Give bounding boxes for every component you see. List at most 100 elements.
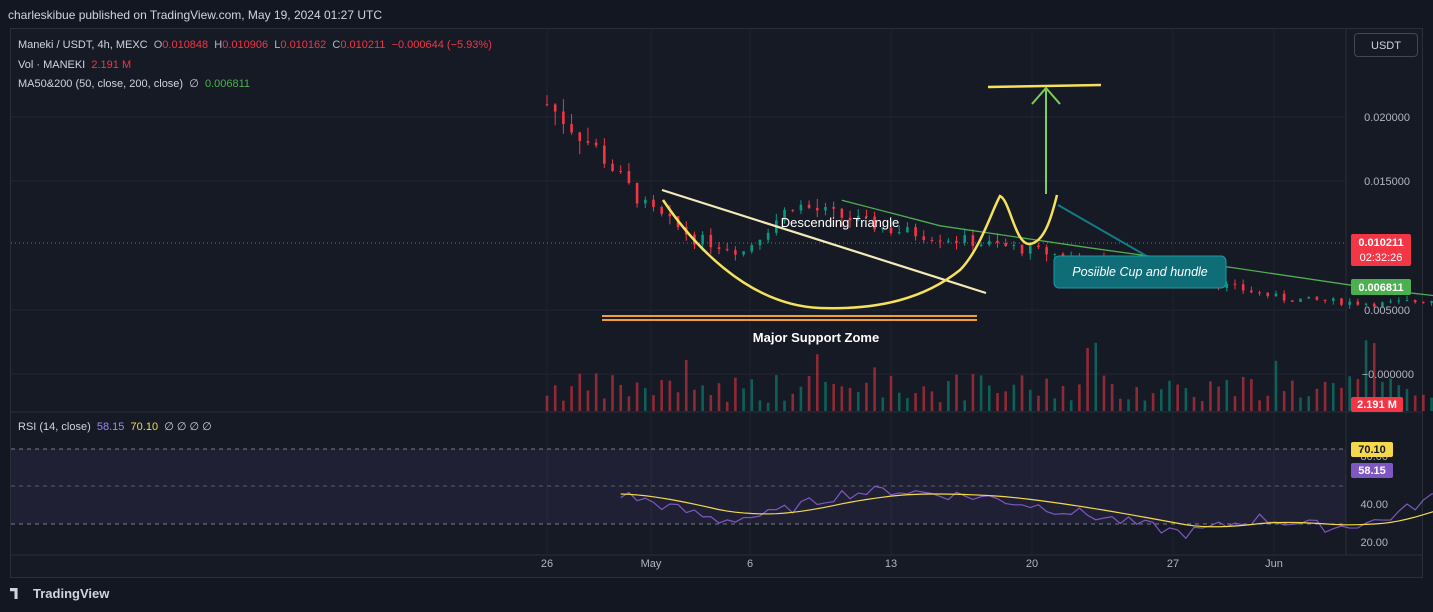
candle-body xyxy=(1037,245,1040,248)
candle-body xyxy=(971,235,975,247)
volume-bar xyxy=(1274,360,1278,411)
volume-bar xyxy=(693,389,696,411)
time-axis[interactable]: 26 May 6 13 20 27 Jun xyxy=(541,558,1283,570)
time-tick: 27 xyxy=(1167,558,1179,570)
volume-bar xyxy=(947,381,950,411)
candle-body xyxy=(627,171,631,184)
candle-body xyxy=(1389,301,1392,303)
candle-body xyxy=(873,216,876,230)
candle-body xyxy=(758,239,762,246)
volume-bar xyxy=(1307,396,1311,411)
candle-body xyxy=(1381,302,1384,307)
ma-row[interactable]: MA50&200 (50, close, 200, close) ∅ 0.006… xyxy=(18,75,492,95)
candle-body xyxy=(1004,242,1007,246)
volume-bar xyxy=(955,374,958,411)
volume-bar xyxy=(987,385,991,411)
candle-body xyxy=(1364,303,1368,305)
volume-tag: 2.191 M xyxy=(1357,399,1397,411)
price-tick: 0.015000 xyxy=(1364,176,1410,188)
volume-row[interactable]: Vol · MANEKI 2.191 M xyxy=(18,56,492,76)
volume-bar xyxy=(1078,384,1081,411)
callout[interactable]: Posiible Cup and hundle xyxy=(1053,204,1227,289)
candles[interactable] xyxy=(545,95,1433,309)
ma-tag: 0.006811 xyxy=(1358,282,1403,294)
descending-triangle-trendline[interactable] xyxy=(661,188,987,295)
volume-bar xyxy=(832,383,835,411)
candle-body xyxy=(553,104,557,112)
volume-bar xyxy=(1127,399,1130,411)
volume-bar xyxy=(881,397,885,411)
candle-body xyxy=(955,240,958,243)
volume-bar xyxy=(1291,380,1294,411)
candle-body xyxy=(1340,298,1343,305)
symbol-title[interactable]: Maneki / USDT, 4h, MEXC xyxy=(18,39,148,51)
candle-body xyxy=(799,204,803,211)
volume-bar xyxy=(742,388,745,411)
candle-body xyxy=(635,183,639,204)
candle-body xyxy=(914,227,917,237)
volume-bar xyxy=(660,380,663,411)
candle-body xyxy=(783,209,786,221)
support-zone-label: Major Support Zome xyxy=(753,330,879,345)
time-tick: 26 xyxy=(541,558,553,570)
cup-and-handle-curve[interactable] xyxy=(661,194,1059,310)
candle-body xyxy=(717,247,721,249)
candle-body xyxy=(594,142,598,146)
volume-bar xyxy=(922,386,926,411)
candle-body xyxy=(1323,299,1327,301)
volume-bar xyxy=(1094,342,1098,411)
volume-bar xyxy=(1119,398,1122,411)
rsi-ma-line xyxy=(620,493,1433,528)
target-arrow[interactable] xyxy=(1031,86,1061,194)
volume-bar xyxy=(1348,376,1351,411)
volume-bar xyxy=(1258,400,1261,411)
candle-body xyxy=(1020,245,1024,254)
rsi-tick: 40.00 xyxy=(1360,499,1388,511)
volume-bar xyxy=(684,359,688,411)
volume-bar xyxy=(758,400,762,411)
volume-bar xyxy=(856,391,860,411)
candle-body xyxy=(815,207,819,211)
tradingview-logo[interactable]: TradingView xyxy=(10,586,109,601)
ma-empty-value: ∅ xyxy=(189,78,199,90)
price-tags: 0.010211 02:32:26 0.006811 2.191 M 70.10… xyxy=(1351,234,1411,478)
volume-bar xyxy=(1250,379,1253,411)
ma50-line xyxy=(841,199,1433,297)
volume-bars xyxy=(545,340,1433,411)
volume-bar xyxy=(807,376,811,411)
high-value: 0.010906 xyxy=(222,39,269,51)
candle-body xyxy=(996,240,999,243)
volume-bar xyxy=(1020,375,1024,411)
published-by-text: charleskibue published on TradingView.co… xyxy=(8,8,382,22)
target-line[interactable] xyxy=(987,83,1102,89)
price-axis[interactable]: 0.020000 0.015000 0.005000 −0.000000 80.… xyxy=(1360,112,1414,549)
volume-bar xyxy=(1028,389,1032,411)
callout-label: Posiible Cup and hundle xyxy=(1072,265,1208,279)
volume-bar xyxy=(717,383,721,411)
low-value: 0.010162 xyxy=(280,39,327,51)
candle-body xyxy=(611,163,614,171)
volume-bar xyxy=(603,398,606,411)
volume-bar xyxy=(840,386,844,411)
volume-bar xyxy=(1151,393,1155,411)
candle-body xyxy=(922,236,926,240)
candle-body xyxy=(947,240,950,242)
close-value: 0.010211 xyxy=(340,39,386,51)
ma-label: MA50&200 (50, close, 200, close) xyxy=(18,78,184,90)
volume-bar xyxy=(1225,380,1229,411)
price-tick: 0.005000 xyxy=(1364,305,1410,317)
candle-body xyxy=(570,124,573,133)
candle-body xyxy=(930,239,934,241)
volume-bar xyxy=(848,387,852,411)
volume-label: Vol · MANEKI xyxy=(18,58,86,71)
candle-body xyxy=(709,234,713,248)
currency-button[interactable]: USDT xyxy=(1354,33,1418,57)
rsi-legend[interactable]: RSI (14, close) 58.15 70.10 ∅ ∅ ∅ ∅ xyxy=(18,420,212,433)
rsi-label: RSI (14, close) xyxy=(18,421,91,433)
tradingview-logo-icon xyxy=(10,588,18,599)
volume-bar xyxy=(570,386,573,411)
rsi-tag: 58.15 xyxy=(1358,465,1386,477)
ma-value: 0.006811 xyxy=(204,78,251,90)
low-label: L xyxy=(274,39,281,51)
